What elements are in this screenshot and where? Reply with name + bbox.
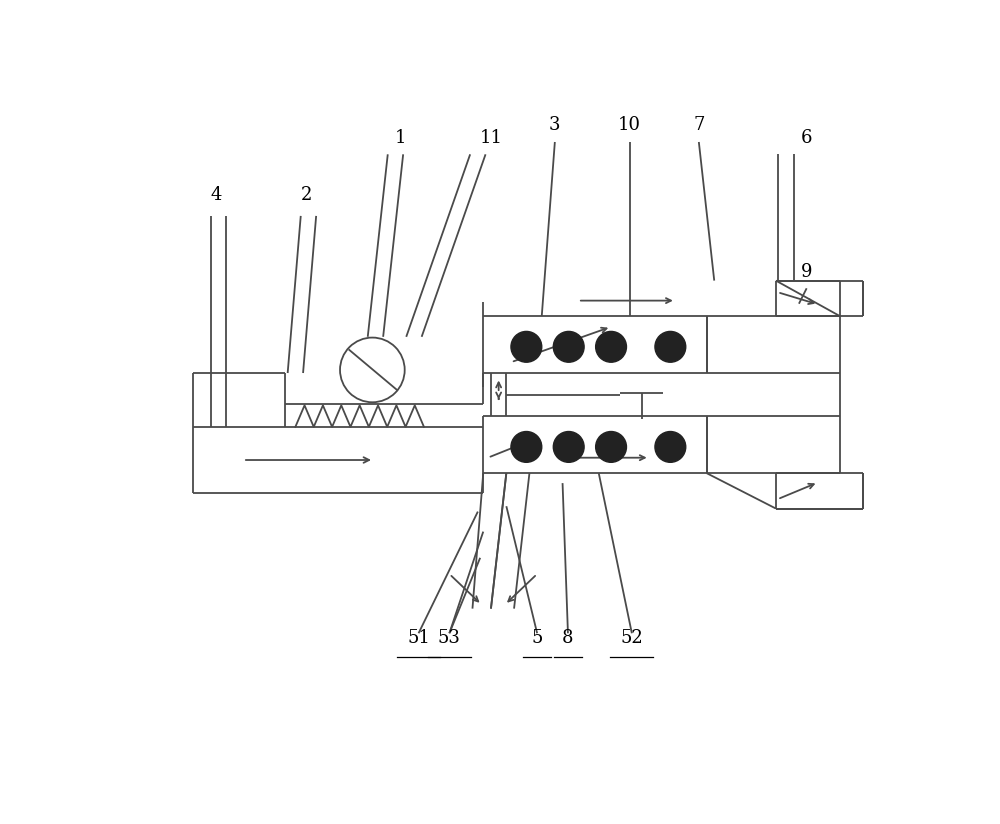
Text: 51: 51	[407, 629, 430, 647]
Text: 52: 52	[620, 629, 643, 647]
Text: 9: 9	[801, 263, 812, 281]
Text: 5: 5	[531, 629, 543, 647]
Circle shape	[511, 432, 542, 462]
Circle shape	[553, 331, 584, 363]
Circle shape	[596, 432, 626, 462]
Text: 11: 11	[479, 129, 502, 147]
Circle shape	[511, 331, 542, 363]
Circle shape	[655, 432, 686, 462]
Circle shape	[553, 432, 584, 462]
Text: 7: 7	[693, 116, 705, 134]
Circle shape	[655, 331, 686, 363]
Text: 1: 1	[395, 129, 407, 147]
Text: 3: 3	[549, 116, 561, 134]
Text: 6: 6	[801, 129, 812, 147]
Text: 2: 2	[300, 185, 312, 204]
Circle shape	[596, 331, 626, 363]
Text: 4: 4	[210, 185, 222, 204]
Text: 8: 8	[562, 629, 574, 647]
Text: 10: 10	[618, 116, 641, 134]
Text: 53: 53	[438, 629, 461, 647]
